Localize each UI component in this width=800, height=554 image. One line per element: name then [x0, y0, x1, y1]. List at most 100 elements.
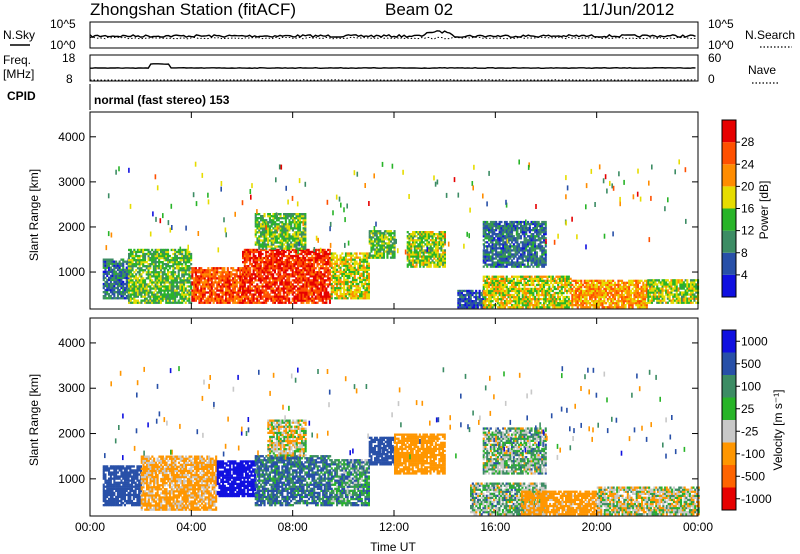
- data-cell: [281, 223, 284, 226]
- data-cell: [129, 265, 132, 268]
- data-cell: [165, 256, 168, 260]
- data-cell: [344, 297, 347, 300]
- data-cell: [323, 281, 326, 284]
- data-cell: [226, 283, 229, 286]
- data-cell: [537, 302, 540, 305]
- data-cell: [546, 281, 549, 284]
- data-cell: [247, 297, 250, 300]
- data-cell: [304, 293, 307, 296]
- data-cell: [268, 293, 271, 296]
- data-cell: [305, 254, 308, 258]
- data-cell: [489, 222, 492, 226]
- data-cell: [258, 275, 261, 278]
- data-cell: [258, 239, 261, 242]
- data-cell: [516, 277, 519, 280]
- data-cell: [144, 283, 147, 286]
- data-cell: [410, 259, 413, 262]
- data-cell: [500, 224, 503, 228]
- data-cell: [491, 233, 494, 236]
- data-cell: [484, 227, 487, 230]
- data-cell: [297, 271, 300, 274]
- data-cell: [265, 256, 268, 260]
- data-cell: [459, 306, 462, 309]
- data-cell: [375, 230, 378, 233]
- data-cell: [362, 272, 365, 275]
- data-cell: [471, 289, 474, 293]
- data-cell: [544, 279, 547, 282]
- data-cell: [460, 293, 463, 297]
- data-cell: [348, 293, 351, 296]
- data-cell: [302, 287, 305, 290]
- data-cell: [186, 293, 189, 296]
- nsearch-trace: [89, 36, 696, 40]
- data-cell: [115, 264, 118, 267]
- data-cell: [183, 289, 186, 292]
- data-cell: [259, 285, 262, 288]
- data-cell: [377, 248, 380, 251]
- data-cell: [174, 295, 177, 298]
- data-cell: [239, 299, 242, 302]
- data-cell: [263, 293, 266, 296]
- data-cell: [519, 275, 522, 278]
- data-cell: [493, 253, 496, 256]
- data-cell: [312, 261, 315, 264]
- data-cell: [172, 277, 175, 280]
- data-cell: [210, 269, 213, 272]
- data-cell: [532, 306, 535, 309]
- data-cell: [279, 267, 282, 270]
- data-cell: [462, 300, 465, 303]
- data-cell: [145, 277, 148, 280]
- data-cell: [431, 251, 434, 254]
- data-cell: [332, 286, 335, 290]
- data-cell: [135, 254, 138, 258]
- data-cell: [528, 277, 531, 280]
- data-cell: [464, 300, 467, 303]
- data-cell: [336, 282, 339, 286]
- data-cell: [346, 280, 349, 284]
- data-cell: [167, 263, 170, 266]
- data-cell: [122, 288, 125, 292]
- data-cell: [175, 250, 178, 254]
- data-cell: [427, 237, 430, 240]
- data-cell: [503, 277, 506, 280]
- data-cell: [270, 277, 273, 280]
- data-cell: [183, 277, 186, 280]
- data-cell: [489, 259, 492, 262]
- data-cell: [314, 259, 317, 262]
- data-cell: [500, 247, 503, 250]
- data-cell: [332, 254, 335, 257]
- data-cell: [564, 281, 567, 284]
- data-cell: [261, 285, 264, 288]
- data-cell: [484, 283, 487, 287]
- data-cell: [346, 266, 349, 269]
- data-cell: [258, 301, 261, 304]
- data-cell: [221, 283, 224, 286]
- data-cell: [243, 259, 246, 262]
- data-cell: [496, 263, 499, 266]
- data-cell: [116, 288, 119, 292]
- data-cell: [277, 227, 280, 230]
- data-cell: [140, 261, 143, 264]
- data-cell: [528, 298, 531, 301]
- data-cell: [532, 277, 535, 280]
- data-cell: [122, 264, 125, 267]
- data-cell: [133, 256, 136, 260]
- data-cell: [177, 252, 180, 256]
- data-cell: [305, 277, 308, 280]
- data-cell: [422, 233, 425, 236]
- data-cell: [151, 301, 154, 304]
- data-cell: [179, 279, 182, 282]
- data-cell: [466, 306, 469, 309]
- data-cell: [259, 291, 262, 294]
- data-cell: [412, 263, 415, 266]
- data-cell: [391, 232, 394, 235]
- data-cell: [307, 273, 310, 276]
- data-cell: [370, 256, 373, 259]
- data-cell: [279, 217, 282, 220]
- data-cell: [283, 231, 286, 234]
- data-cell: [523, 295, 526, 299]
- data-cell: [299, 227, 302, 230]
- data-cell: [272, 247, 275, 250]
- data-cell: [503, 259, 506, 262]
- data-cell: [168, 254, 171, 258]
